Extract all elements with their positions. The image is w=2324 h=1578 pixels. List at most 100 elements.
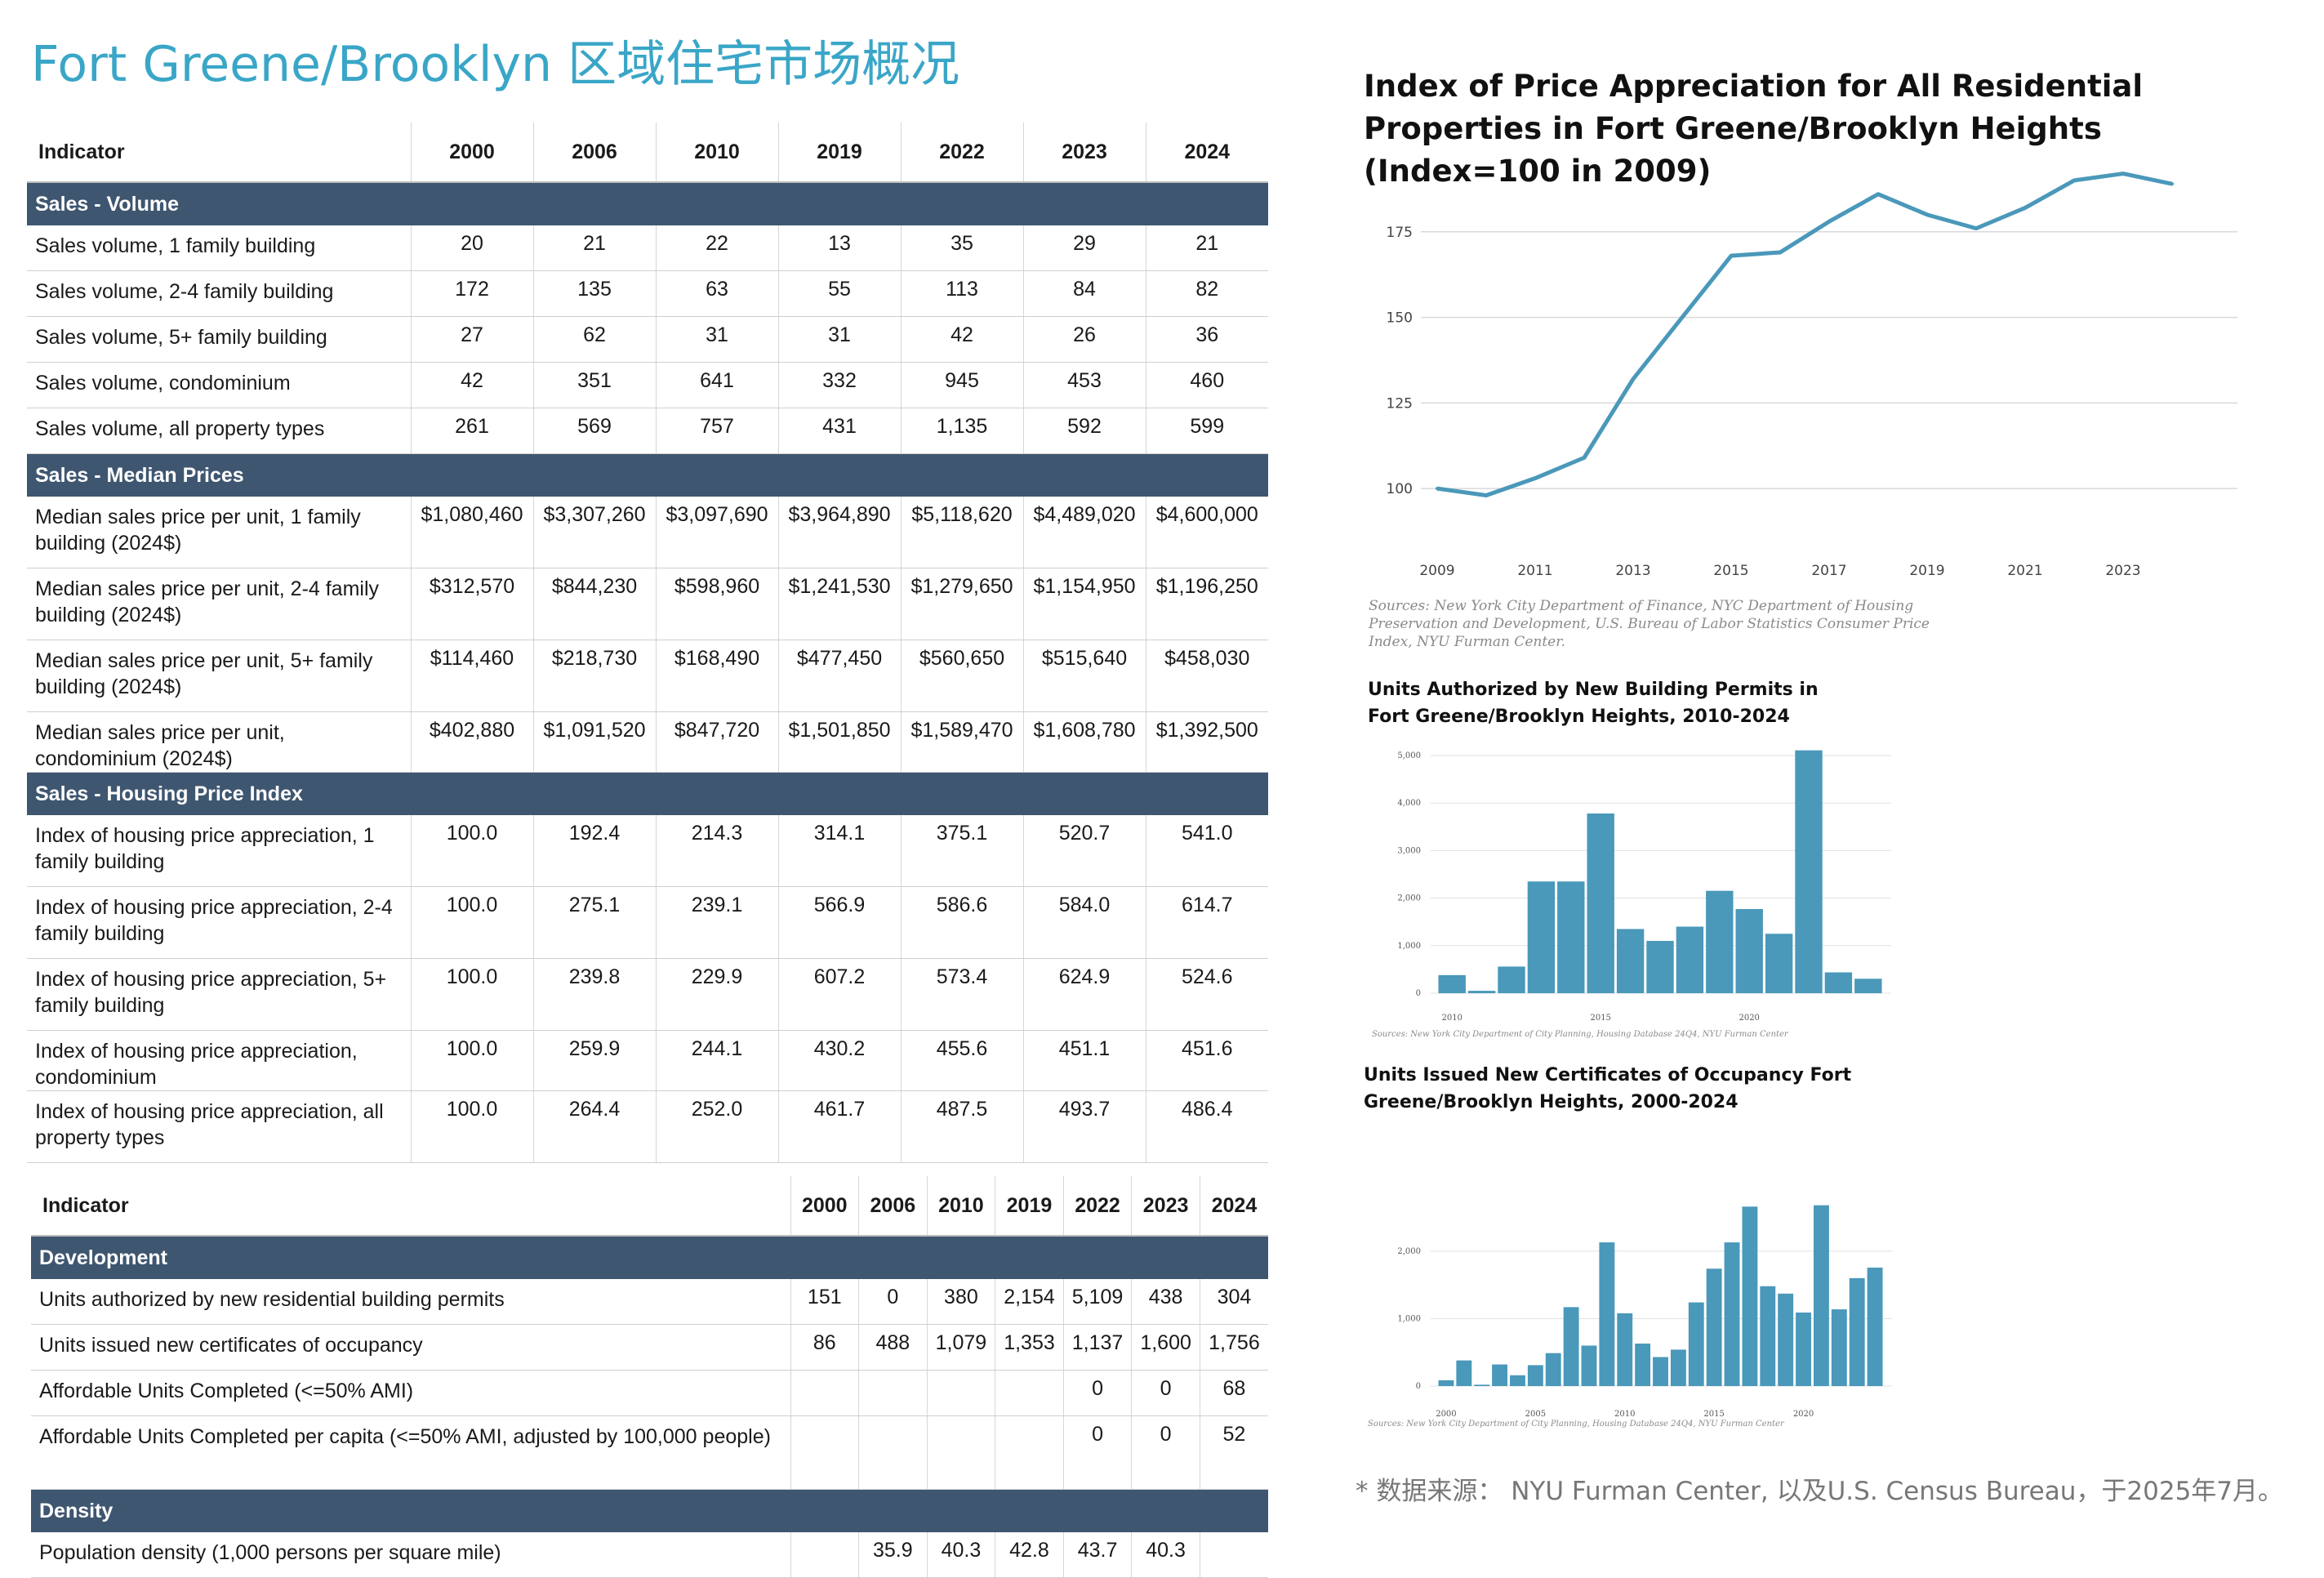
y-tick-label: 0 (1416, 1382, 1421, 1391)
cell-value: 451.6 (1145, 1030, 1268, 1091)
cell-value: 351 (532, 362, 656, 408)
cell-value: 84 (1022, 270, 1146, 317)
x-tick-label: 2010 (1441, 1014, 1462, 1023)
bar (1854, 978, 1882, 993)
x-tick-label: 2017 (1811, 563, 1846, 579)
cell-value: 252.0 (655, 1090, 778, 1163)
cell-value: $1,392,500 (1145, 711, 1268, 773)
bar (1849, 1277, 1865, 1386)
section-title: Density (31, 1489, 1268, 1532)
cell-value: $1,608,780 (1022, 711, 1146, 773)
bar (1867, 1267, 1883, 1386)
column-header-year: 2010 (926, 1176, 995, 1237)
cell-value: 493.7 (1022, 1090, 1146, 1163)
data-point (2121, 172, 2125, 176)
data-point (2170, 182, 2174, 186)
bar (1474, 1384, 1490, 1386)
table-row: Index of housing price appreciation, all… (27, 1090, 1268, 1163)
cell-value: 486.4 (1145, 1090, 1268, 1163)
cell-value: 40.3 (926, 1532, 995, 1578)
bar (1706, 1268, 1722, 1386)
cell-value: 438 (1131, 1279, 1200, 1325)
row-label: Affordable Units Completed (<=50% AMI) (31, 1370, 790, 1416)
table-row: Median sales price per unit, 2-4 family … (27, 568, 1268, 640)
certificates-chart-title: Units Issued New Certificates of Occupan… (1364, 1065, 1852, 1112)
cell-value: 1,756 (1199, 1324, 1268, 1371)
cell-value: 43.7 (1062, 1532, 1132, 1578)
column-header-year: 2019 (777, 123, 901, 183)
cell-value: 42 (900, 316, 1023, 363)
cell-value: 599 (1145, 408, 1268, 454)
section-header-row: Sales - Volume (27, 182, 1268, 225)
table-row: Index of housing price appreciation, 5+ … (27, 958, 1268, 1031)
cell-value: 26 (1022, 316, 1146, 363)
row-label: Sales volume, 1 family building (27, 225, 411, 271)
permits-chart-source: Sources: New York City Department of Cit… (1372, 1030, 1788, 1039)
bar (1581, 1345, 1597, 1386)
cell-value: 586.6 (900, 886, 1023, 959)
cell-value: 573.4 (900, 958, 1023, 1031)
section-title: Sales - Median Prices (27, 453, 1268, 497)
cell-value: 314.1 (777, 815, 901, 887)
cell-value: 0 (1062, 1415, 1132, 1490)
cell-value: 0 (1062, 1370, 1132, 1416)
cell-value: 1,137 (1062, 1324, 1132, 1371)
cell-value: $3,964,890 (777, 497, 901, 568)
cell-value: 451.1 (1022, 1030, 1146, 1091)
cell-value: 0 (1131, 1370, 1200, 1416)
cell-value: $515,640 (1022, 640, 1146, 712)
cell-value: 592 (1022, 408, 1146, 454)
cell-value: 214.3 (655, 815, 778, 887)
y-tick-label: 3,000 (1397, 846, 1421, 855)
cell-value: $1,589,470 (900, 711, 1023, 773)
column-header-indicator: Indicator (31, 1176, 790, 1237)
bar (1795, 750, 1823, 993)
cell-value: 524.6 (1145, 958, 1268, 1031)
cell-value: 641 (655, 362, 778, 408)
bar (1456, 1360, 1472, 1386)
bar (1653, 1357, 1668, 1386)
cell-value: 86 (790, 1324, 859, 1371)
section-header-row: Density (31, 1489, 1268, 1532)
column-header-year: 2006 (858, 1176, 928, 1237)
cell-value: $847,720 (655, 711, 778, 773)
cell-value: 100.0 (410, 1090, 533, 1163)
bar (1527, 881, 1556, 993)
cell-value: $402,880 (410, 711, 533, 773)
permits-bar-chart: 0 1,000 2,000 3,000 4,000 5,000 2010 2015 2020 (1397, 750, 1891, 1023)
data-point (1828, 220, 1831, 224)
column-header-year: 2006 (532, 123, 656, 183)
row-label: Sales volume, 5+ family building (27, 316, 411, 363)
cell-value: 332 (777, 362, 901, 408)
cell-value: 520.7 (1022, 815, 1146, 887)
table-header-row: Indicator 2000 2006 2010 2019 2022 2023 2024 (31, 1176, 1268, 1237)
row-label: Affordable Units Completed per capita (<… (31, 1415, 790, 1490)
data-point (1975, 226, 1978, 230)
cell-value: 1,600 (1131, 1324, 1200, 1371)
y-tick-label: 1,000 (1397, 1314, 1421, 1323)
cell-value: 261 (410, 408, 533, 454)
data-point (1877, 192, 1880, 196)
table-row: Units issued new certificates of occupan… (31, 1324, 1268, 1371)
table-row: Sales volume, condominium 42 351 641 332 945 4… (27, 362, 1268, 408)
x-tick-label: 2021 (2007, 563, 2042, 579)
column-header-year: 2000 (410, 123, 533, 183)
cell-value: $114,460 (410, 640, 533, 712)
cell-value: $4,600,000 (1145, 497, 1268, 568)
cell-value: 945 (900, 362, 1023, 408)
x-tick-label: 2005 (1525, 1410, 1546, 1419)
cell-value: 614.7 (1145, 886, 1268, 959)
cell-value: 100.0 (410, 886, 533, 959)
cell-value: 63 (655, 270, 778, 317)
cell-value: 192.4 (532, 815, 656, 887)
x-tick-label: 2010 (1614, 1410, 1635, 1419)
x-tick-label: 2015 (1590, 1014, 1610, 1023)
development-density-table: Indicator 2000 2006 2010 2019 2022 2023 2024 De… (31, 1176, 1268, 1578)
data-point (2072, 178, 2076, 182)
cell-value: 569 (532, 408, 656, 454)
section-title: Development (31, 1236, 1268, 1279)
y-tick-label: 175 (1387, 225, 1413, 241)
data-point (1583, 456, 1586, 460)
data-point (1485, 493, 1488, 497)
bar (1742, 1206, 1758, 1386)
